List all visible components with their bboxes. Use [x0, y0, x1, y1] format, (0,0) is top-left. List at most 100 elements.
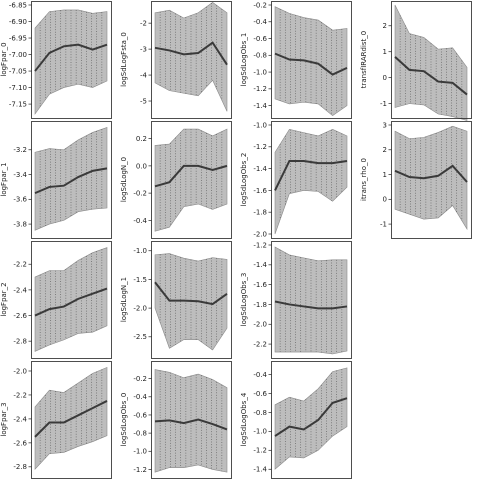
- y-axis-label: logSdLogN_1: [120, 277, 128, 322]
- y-tick-label: -1.4: [253, 165, 267, 173]
- y-tick-label: -5: [140, 97, 147, 105]
- y-axis-label: logFpar_3: [0, 402, 8, 436]
- y-tick-label: -2.0: [13, 367, 27, 375]
- panel-frame: [391, 121, 472, 239]
- chart-panel-11: -2.0 -2.2 -2.4 -2.6 -2.8 logFpar_3: [0, 361, 112, 479]
- y-tick-label: -1.2: [253, 447, 267, 455]
- confidence-band: [154, 128, 228, 232]
- y-tick-label: -7.15: [9, 100, 27, 108]
- y-tick-label: -0.6: [133, 411, 147, 419]
- y-tick-label: -3.2: [13, 146, 27, 154]
- y-tick-label: 1: [383, 48, 387, 56]
- y-tick-label: -6.85: [9, 1, 27, 9]
- y-axis-label: logSdLogObs_2: [240, 153, 248, 207]
- panel-frame: [271, 121, 352, 239]
- y-tick-label: -1.0: [253, 121, 267, 129]
- y-tick-label: -1: [380, 100, 387, 108]
- confidence-band: [274, 246, 348, 355]
- y-tick-label: -1: [380, 220, 387, 228]
- y-tick-label: -1.0: [133, 448, 147, 456]
- y-tick-label: -1.2: [253, 143, 267, 151]
- panel-frame: [31, 1, 112, 119]
- chart-panel-2: -0.2 -0.4 -0.6 -0.8 -1.0 -1.2 -1.4 logSdLogObs_…: [240, 1, 352, 119]
- y-axis-label: logSdLogObs_4: [240, 392, 248, 446]
- y-tick-label: -0.2: [253, 1, 267, 9]
- y-tick-label: -7.00: [9, 51, 27, 59]
- y-tick-label: 0: [383, 74, 387, 82]
- y-tick-label: -1.0: [253, 68, 267, 76]
- panel-frame: [31, 361, 112, 479]
- panel-frame: [151, 1, 232, 119]
- y-tick-label: -1.0: [253, 428, 267, 436]
- mean-line: [274, 300, 348, 310]
- panel-frame: [151, 361, 232, 479]
- y-tick-label: -3.4: [13, 171, 27, 179]
- chart-panel-1: -2 -3 -4 -5 logSdLogFsta_0: [120, 1, 232, 119]
- confidence-band: [394, 4, 468, 121]
- y-axis-label: logFpar_1: [0, 162, 8, 196]
- chart-panel-3: 2 1 0 -1 transfIRARdist_0: [360, 1, 472, 121]
- y-tick-label: -2.8: [13, 338, 27, 346]
- y-tick-label: 0.2: [136, 135, 147, 143]
- y-tick-label: -1.2: [253, 241, 267, 249]
- mean-line: [274, 52, 348, 76]
- y-tick-label: -2.6: [13, 439, 27, 447]
- y-tick-label: -1.6: [253, 281, 267, 289]
- panel-frame: [151, 121, 232, 239]
- mean-line: [394, 56, 468, 96]
- y-axis-label: transfIRARdist_0: [360, 31, 368, 89]
- confidence-band: [154, 2, 228, 112]
- chart-panel-4: -3.2 -3.4 -3.6 -3.8 logFpar_1: [0, 121, 112, 239]
- y-tick-label: -1.2: [253, 85, 267, 93]
- y-tick-label: 2: [383, 22, 387, 30]
- y-tick-label: -3.6: [13, 196, 27, 204]
- y-tick-label: -2.0: [253, 230, 267, 238]
- mean-line: [154, 281, 228, 306]
- panel-frame: [31, 121, 112, 239]
- y-tick-label: -1.2: [133, 466, 147, 474]
- chart-panel-7: 3 2 1 0 -1 itrans_rho_0: [360, 121, 472, 239]
- y-axis-label: logSdLogObs_3: [240, 273, 248, 327]
- mean-line: [34, 287, 108, 317]
- y-tick-label: -0.6: [253, 390, 267, 398]
- y-tick-label: -0.6: [253, 35, 267, 43]
- y-tick-label: -0.8: [253, 52, 267, 60]
- y-tick-label: -2.4: [13, 415, 27, 423]
- mean-line: [34, 400, 108, 438]
- panel-frame: [31, 241, 112, 359]
- y-axis-label: logSdLogFsta_0: [120, 32, 128, 87]
- panel-frame: [391, 1, 472, 119]
- mean-line: [274, 159, 348, 191]
- mean-line: [154, 418, 228, 431]
- y-axis-label: logFpar_0: [0, 42, 8, 76]
- mean-line: [394, 164, 468, 183]
- y-tick-label: 0.0: [136, 162, 147, 170]
- y-tick-label: -2.6: [13, 312, 27, 320]
- chart-panel-0: -6.85 -6.90 -6.95 -7.00 -7.05 -7.10 -7.15 logFp…: [0, 1, 112, 119]
- chart-panel-8: -2.2 -2.4 -2.6 -2.8 logFpar_2: [0, 241, 112, 359]
- y-tick-label: -0.4: [133, 393, 147, 401]
- y-tick-label: -4: [140, 71, 148, 79]
- y-tick-label: -0.8: [133, 430, 147, 438]
- y-tick-label: -1.8: [253, 209, 267, 217]
- y-axis-label: logSdLogN_0: [120, 157, 128, 202]
- chart-panel-10: -1.2 -1.4 -1.6 -1.8 -2.0 -2.2 logSdLogObs_3: [240, 241, 352, 359]
- y-tick-label: -0.8: [253, 409, 267, 417]
- y-tick-label: -7.10: [9, 84, 27, 92]
- panel-frame: [271, 1, 352, 119]
- y-tick-label: -2: [140, 20, 147, 28]
- y-tick-label: -2.0: [133, 305, 147, 313]
- y-axis-label: logSdLogObs_0: [120, 393, 128, 447]
- y-tick-label: -6.90: [9, 18, 27, 26]
- y-tick-label: -1.4: [253, 102, 267, 110]
- y-tick-label: -2.8: [13, 463, 27, 471]
- y-tick-label: -1.4: [253, 261, 267, 269]
- y-tick-label: 2: [383, 146, 387, 154]
- mean-line: [274, 397, 348, 437]
- y-tick-label: 1: [383, 171, 387, 179]
- y-tick-label: -0.2: [133, 190, 147, 198]
- panel-frame: [271, 241, 352, 359]
- y-tick-label: -0.4: [253, 371, 267, 379]
- chart-panel-5: 0.2 0.0 -0.2 -0.4 logSdLogN_0: [120, 121, 232, 239]
